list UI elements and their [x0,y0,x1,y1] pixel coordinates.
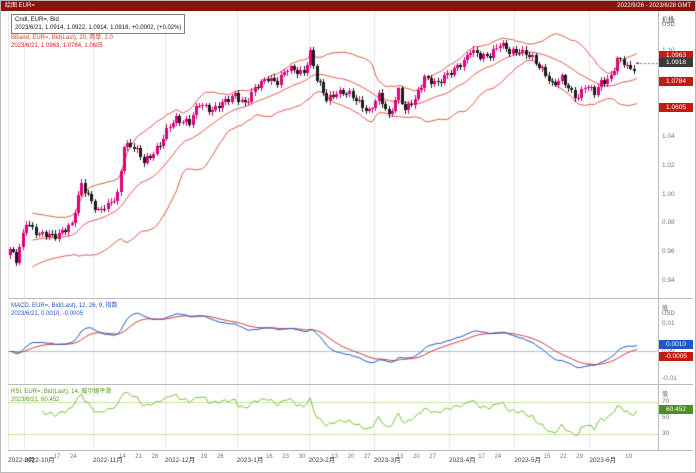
bb-lower-price-badge: 1.0605 [659,103,693,112]
x-axis-month-label: 2022-11月 [92,457,123,464]
macd-axis-unit: 值 [662,306,669,312]
x-axis-day-label: 24 [494,454,502,460]
macd-panel-canvas[interactable] [8,300,658,384]
x-axis-day-label: 19 [200,454,208,460]
bband-legend-title: BBand, EUR=, Bid(Last), 20, 简单, 2.0 [11,35,113,41]
x-axis-day-label: 17 [53,454,61,460]
x-axis-day-label: 24 [69,454,77,460]
axis-tick-label: 50 [662,414,670,421]
x-axis-day-label: 26 [216,454,224,460]
macd-legend-title: MACD, EUR=, Bid(Last), 12, 26, 9, 指数 [11,303,118,309]
axis-tick-label: 0.96 [662,248,675,256]
x-axis-day-label: 27 [429,454,436,460]
candle-legend-values: 2023/6/21, 1.0914, 1.0922, 1.0914, 1.091… [15,25,182,31]
price-axis-unit: 价格 [662,17,675,23]
bb-middle-price-badge: 1.0784 [659,77,693,86]
panel-separator [8,384,693,385]
x-axis-month-label: 2023-1月 [236,457,264,464]
macd-axis-currency: USD [662,311,675,317]
macd-legend-values: 2023/6/21, 0.0010, -0.0005 [11,311,84,317]
macd-signal-value-badge: -0.0005 [659,352,693,361]
x-axis-month-label: 2023-5月 [514,457,542,464]
x-axis-month-label: 2022-9月 [8,457,35,464]
axis-tick-label: 0.01 [662,320,675,328]
candle-legend[interactable]: Cndl, EUR=, Bid 2023/6/21, 1.0914, 1.092… [11,14,186,50]
axis-tick-label: 1.04 [662,133,675,141]
bb-upper-price-badge: 1.0963 [659,51,693,60]
axis-tick-label: 30 [662,430,670,437]
x-axis-day-label: 17 [478,454,485,460]
axis-tick-label: 0.94 [662,276,675,284]
panel-separator [8,450,693,451]
x-axis-day-label: 13 [331,454,338,460]
x-axis-day-label: 21 [135,454,142,460]
x-axis-month-label: 2023-3月 [373,457,401,464]
price-chart-canvas[interactable] [8,11,658,298]
x-axis-day-label: 20 [412,454,420,460]
rsi-legend-values: 2023/6/21, 60.452 [11,397,60,403]
x-axis-day-label: 29 [576,454,583,460]
x-axis-day-label: 19 [625,454,632,460]
x-axis-day-label: 30 [298,454,306,460]
x-axis-day-label: 16 [265,454,273,460]
axis-separator [658,11,659,451]
rsi-legend[interactable]: RSI, EUR=, Bid(Last), 14, 威尔德平滑 2023/6/2… [11,388,111,404]
axis-tick-label: 1.00 [662,190,675,198]
bband-legend-values: 2023/6/21, 1.0963, 1.0784, 1.0605 [11,43,103,49]
macd-value-badge: 0.0010 [659,340,693,349]
axis-tick-label: 0.00 [662,347,675,355]
candle-legend-title: Cndl, EUR=, Bid [15,17,59,23]
axis-tick-label: 1.12 [662,18,675,26]
x-axis-day-label: 15 [543,454,551,460]
x-axis-month-label: 2022-12月 [164,457,196,464]
x-axis-day-label: 20 [347,454,355,460]
axis-tick-label: 1.02 [662,161,675,169]
time-axis[interactable]: 2022-9月 2022-10月 2022-11月 2022-12月 2023-1月 20… [1,451,695,469]
window-titlebar[interactable]: 绘图 EUR= 2022/9/26 - 2023/6/28 GMT [1,1,695,11]
x-axis-day-label: 28 [151,454,159,460]
axis-tick-label: 70 [662,398,670,405]
x-axis-month-label: 2022-10月 [24,457,55,464]
rsi-value-badge: 60.452 [659,405,693,414]
panel-separator [8,298,693,299]
x-axis-day-label: 14 [118,454,126,460]
titlebar-date-range: 2022/9/26 - 2023/6/28 GMT [617,3,691,9]
x-axis-day-label: 27 [363,454,371,460]
axis-tick-label: 1.10 [662,47,675,54]
rsi-legend-title: RSI, EUR=, Bid(Last), 14, 威尔德平滑 [11,389,112,395]
x-axis-month-label: 2023-4月 [448,457,476,464]
axis-tick-label: -0.01 [662,374,677,382]
last-price-badge: 1.0918 [659,58,693,67]
x-axis-month-label: 2023-2月 [308,457,336,464]
rsi-axis-unit: 值 [662,392,669,398]
x-axis-day-label: 13 [396,454,404,460]
rsi-panel-canvas[interactable] [8,386,658,450]
x-axis-day-label: 22 [559,454,567,460]
axis-tick-label: 0.98 [662,219,675,227]
x-axis-day-label: 23 [282,454,289,460]
price-axis-currency: USD [662,22,675,28]
titlebar-symbol: 绘图 EUR= [5,3,35,9]
x-axis-month-label: 2023-6月 [589,457,617,464]
macd-legend[interactable]: MACD, EUR=, Bid(Last), 12, 26, 9, 指数 202… [11,302,118,318]
